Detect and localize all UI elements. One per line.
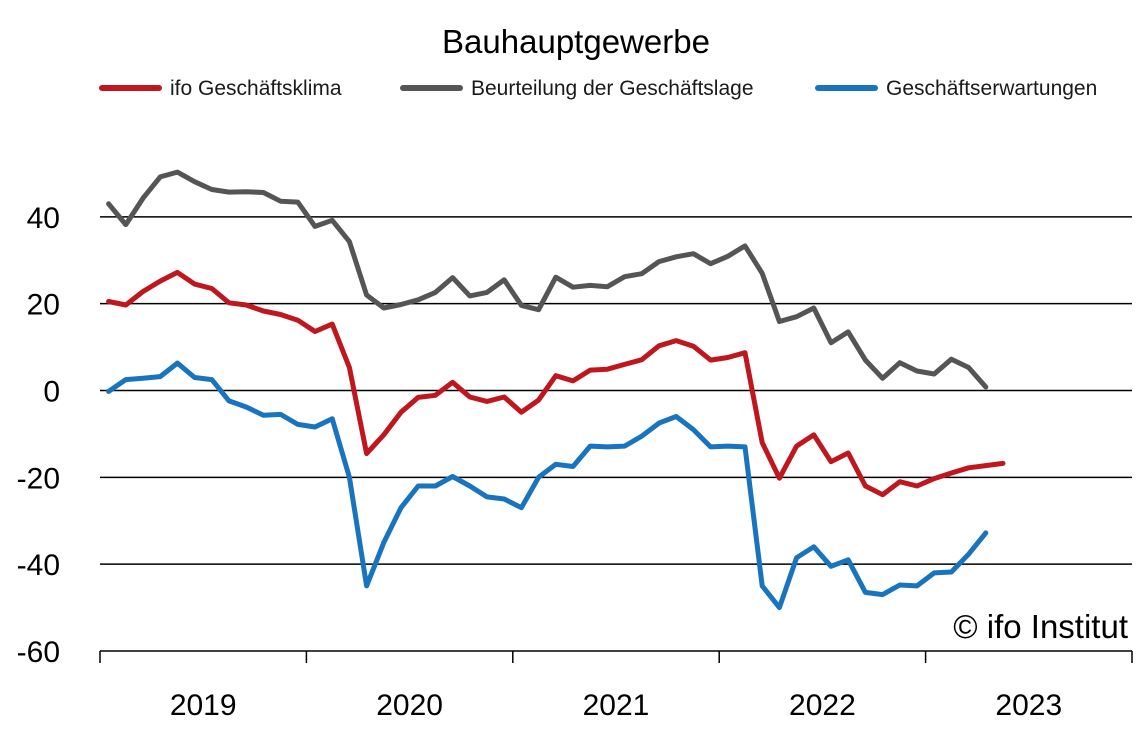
y-tick-label: 20	[27, 289, 60, 322]
y-tick-label: -40	[17, 549, 60, 582]
y-tick-label: 40	[27, 202, 60, 235]
series-line-1	[106, 269, 1006, 498]
copyright-note: © ifo Institut	[953, 608, 1128, 645]
series-line-3	[106, 360, 989, 611]
y-tick-label: 0	[43, 376, 60, 409]
x-tick-label: 2023	[995, 689, 1062, 722]
x-tick-label: 2021	[583, 689, 650, 722]
series-line-2	[106, 169, 989, 390]
chart-title: Bauhauptgewerbe	[442, 23, 710, 60]
x-tick-label: 2019	[170, 689, 237, 722]
x-tick-label: 2022	[789, 689, 856, 722]
axes: 40 20 0 -20 -40 -60 2019 2020 2021 2022 2023	[17, 202, 1133, 722]
legend-label: Geschäftserwartungen	[886, 77, 1097, 100]
series-lines	[106, 169, 1006, 611]
y-tick-label: -20	[17, 462, 60, 495]
gridlines	[100, 216, 1132, 652]
legend: ifo Geschäftsklima Beurteilung der Geschä…	[99, 77, 1097, 100]
x-tick-label: 2020	[376, 689, 443, 722]
y-tick-label: -60	[17, 636, 60, 669]
legend-label: ifo Geschäftsklima	[170, 77, 342, 100]
legend-label: Beurteilung der Geschäftslage	[471, 77, 754, 100]
